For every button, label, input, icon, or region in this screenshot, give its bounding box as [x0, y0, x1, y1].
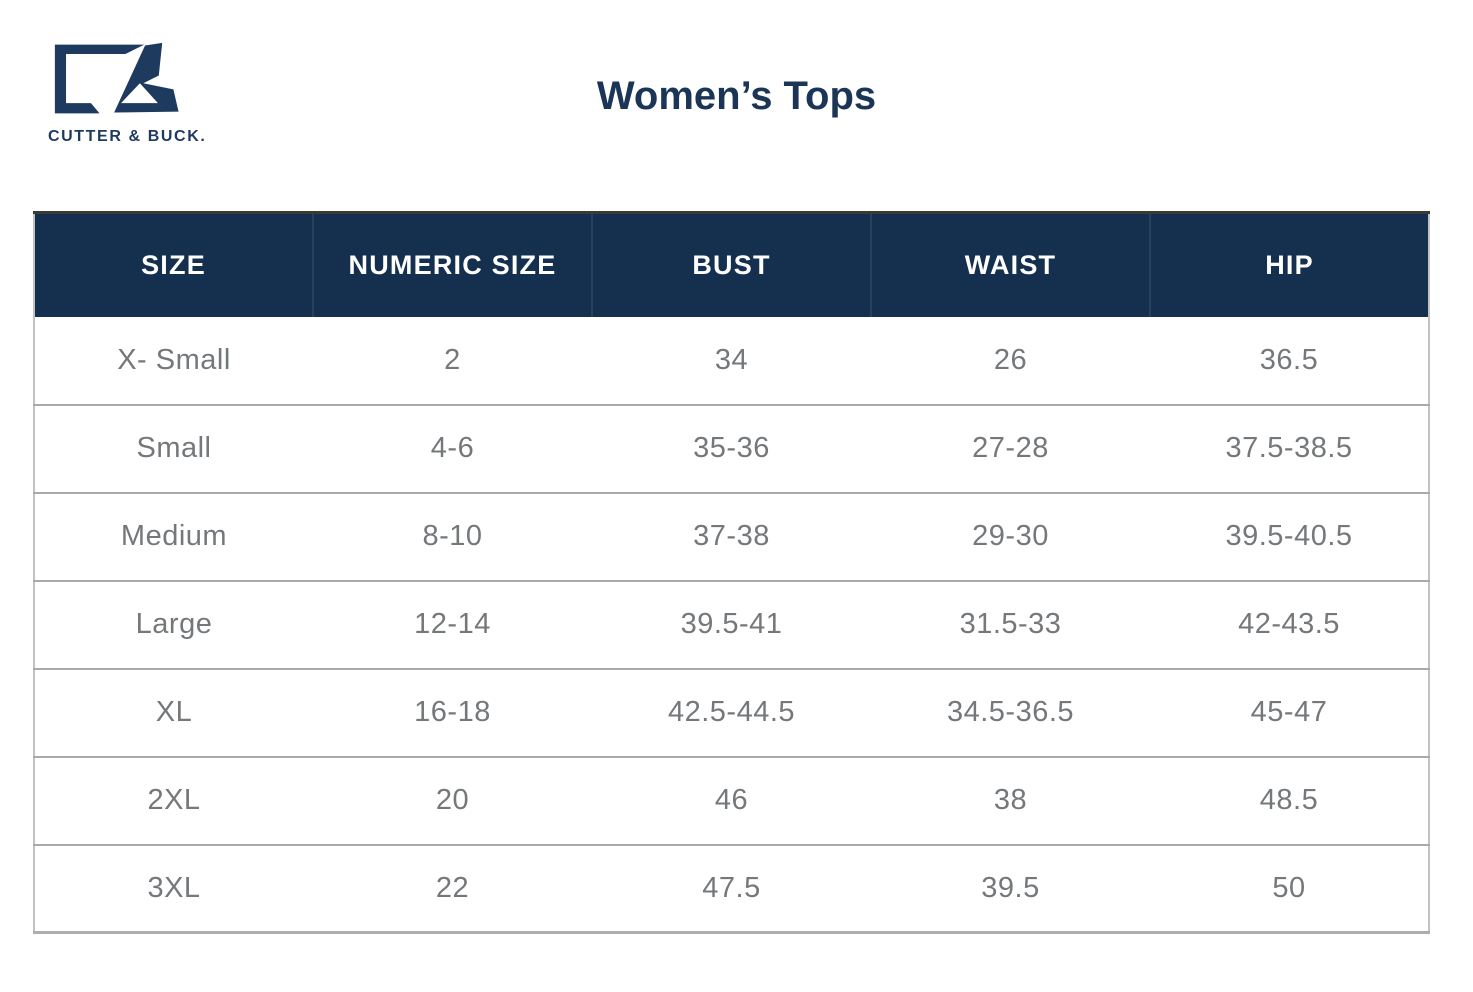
table-cell: 8-10 [313, 491, 592, 581]
table-cell: 50 [1150, 843, 1429, 933]
table-row: 2XL 20 46 38 48.5 [34, 755, 1429, 845]
table-cell: 47.5 [592, 843, 871, 933]
table-cell: 35-36 [592, 403, 871, 493]
table-cell: Medium [34, 491, 313, 581]
table-cell: 39.5 [871, 843, 1150, 933]
column-header: HIP [1150, 212, 1429, 317]
table-cell: 42.5-44.5 [592, 667, 871, 757]
cutter-buck-cb-monogram-icon [54, 42, 179, 114]
table-cell: 34 [714, 343, 749, 376]
table-cell: 39.5-41 [592, 579, 871, 669]
table-cell: 27-28 [871, 403, 1150, 493]
table-cell: 16-18 [313, 667, 592, 757]
size-chart-header: SIZE NUMERIC SIZE BUST WAIST HIP [34, 212, 1429, 317]
table-row: 3XL 22 47.5 39.5 50 [34, 843, 1429, 933]
table-cell: Large [34, 579, 313, 669]
table-cell: 29-30 [871, 491, 1150, 581]
table-row: XL 16-18 42.5-44.5 34.5-36.5 45-47 [34, 667, 1429, 757]
table-cell: 46 [592, 755, 871, 845]
table-cell: 37.5-38.5 [1150, 403, 1429, 493]
table-cell: 2XL [34, 755, 313, 845]
table-cell: XL [34, 667, 313, 757]
table-cell: 4-6 [313, 403, 592, 493]
brand-wordmark: CUTTER & BUCK. [48, 128, 207, 145]
column-header: SIZE [34, 212, 314, 317]
size-chart-table: SIZE NUMERIC SIZE BUST WAIST HIP X- Small 2 34… [33, 211, 1430, 934]
table-row: Large 12-14 39.5-41 31.5-33 42-43.5 [34, 579, 1429, 669]
column-header: WAIST [871, 212, 1151, 317]
table-cell: 3XL [34, 843, 313, 933]
table-row: Medium 8-10 37-38 29-30 39.5-40.5 [34, 491, 1429, 581]
table-cell: 22 [313, 843, 592, 933]
header-row: SIZE NUMERIC SIZE BUST WAIST HIP [34, 212, 1429, 317]
column-header: BUST [592, 212, 872, 317]
table-cell: Small [34, 403, 313, 493]
size-chart-body: X- Small 2 34 26 36.5 Small 4-6 35-36 27-28 37.5-… [34, 316, 1429, 933]
table-cell: 31.5-33 [871, 579, 1150, 669]
column-header: NUMERIC SIZE [313, 212, 593, 317]
table-cell: 20 [313, 755, 592, 845]
table-cell: X- Small [117, 343, 231, 376]
table-cell: 12-14 [313, 579, 592, 669]
table-row: Small 4-6 35-36 27-28 37.5-38.5 [34, 403, 1429, 493]
table-cell: 38 [871, 755, 1150, 845]
table-cell: 37-38 [592, 491, 871, 581]
table-cell: 2 [444, 343, 461, 376]
table-cell: 26 [993, 343, 1028, 376]
table-cell: 45-47 [1150, 667, 1429, 757]
brand-logo: CUTTER & BUCK. [48, 36, 208, 146]
table-cell: 42-43.5 [1150, 579, 1429, 669]
table-row: X- Small 2 34 26 36.5 [34, 316, 1429, 405]
table-cell: 34.5-36.5 [871, 667, 1150, 757]
table-cell: 36.5 [1259, 343, 1319, 376]
page-title: Women’s Tops [596, 74, 877, 118]
table-cell: 39.5-40.5 [1150, 491, 1429, 581]
table-cell: 48.5 [1150, 755, 1429, 845]
